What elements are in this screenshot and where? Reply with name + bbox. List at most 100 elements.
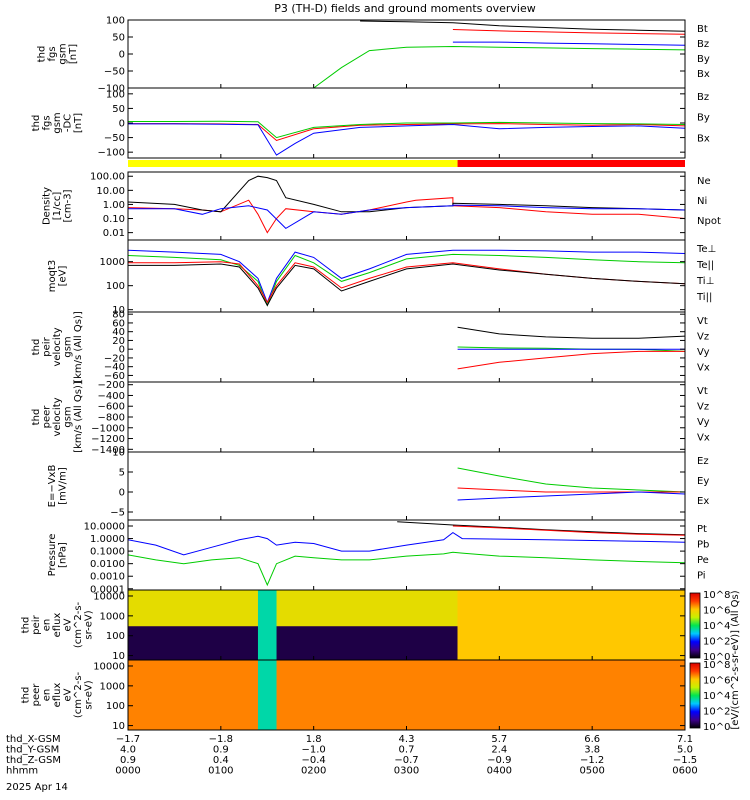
peir_velocity-frame <box>127 311 686 383</box>
fgs-legend-0: Bt <box>697 24 708 35</box>
peer_spec-ylabel-1: peer <box>31 683 42 707</box>
peir_spec-ylabel-5: (cm^2-s- <box>73 601 84 648</box>
density-series-1 <box>128 175 685 213</box>
pressure-ylabel-0: Pressure <box>47 534 58 577</box>
efield-ytick-label-2: 0 <box>119 488 125 499</box>
pressure-ytick-label-4: 0.0010 <box>90 572 125 583</box>
efield-ylabel-1: [mV/m] <box>57 467 68 505</box>
time-row-1-value-5: 3.8 <box>584 745 600 756</box>
pressure-legend-0: Pt <box>697 524 707 535</box>
density-ylabel-2: [cm-3] <box>63 189 74 222</box>
time-row-1-value-3: 0.7 <box>399 745 415 756</box>
peir_spec-ytick-label-1: 1000 <box>100 611 125 622</box>
peir_velocity-ytick-label-7: −60 <box>104 371 125 382</box>
peir_velocity-ytick-label-5: −20 <box>104 353 125 364</box>
peer_velocity-ytick-label-2: −600 <box>98 402 125 413</box>
peir_velocity-ylabel-4: [km/s (All Qs)] <box>73 311 84 383</box>
peer_spec-ytick-label-1: 1000 <box>100 681 125 692</box>
fgs-ytick-label-4: −100 <box>98 84 125 95</box>
time-row-2-value-1: 0.4 <box>213 755 229 766</box>
peer_spec-ytick-label-0: 10000 <box>93 661 125 672</box>
time-row-1-value-0: 4.0 <box>120 745 136 756</box>
peer_velocity-legend-3: Vx <box>697 433 710 444</box>
time-row-2-value-3: −0.7 <box>394 755 418 766</box>
peir_spec-ylabel-0: thd <box>21 617 32 634</box>
temperature-series-2 <box>128 261 685 304</box>
peir_velocity-legend-2: Vy <box>697 347 710 358</box>
peir_spec-ylabel-4: eV <box>63 618 74 631</box>
colorbar-1-tick-0: 10^8 <box>703 660 730 671</box>
peir_velocity-ylabel-1: peir <box>42 336 53 356</box>
fgs_dc-ytick-label-0: 100 <box>106 89 125 100</box>
colorbar-0-tick-2: 10^4 <box>703 621 730 632</box>
fgs_dc-ytick-label-4: −100 <box>98 148 125 159</box>
mode-bar-segment-1 <box>457 160 685 167</box>
time-row-2-value-6: −1.5 <box>673 755 697 766</box>
colorbar-1-tick-3: 10^2 <box>703 707 730 718</box>
time-row-0-value-1: −1.8 <box>209 734 233 745</box>
density-ytick-label-2: 1.00 <box>103 200 125 211</box>
pressure-legend-3: Pi <box>697 571 706 582</box>
temperature-series-1 <box>128 253 685 307</box>
fgs_dc-ytick-label-3: −50 <box>104 133 125 144</box>
fgs-series-3 <box>452 41 685 46</box>
density-legend-2: Npot <box>697 216 721 227</box>
peir_velocity-series-0 <box>457 326 685 339</box>
time-row-3-value-0: 0000 <box>115 766 140 777</box>
colorbar-0-tick-0: 10^8 <box>703 590 730 601</box>
temperature-legend-2: Ti⊥ <box>696 276 714 287</box>
peir_spec-ytick-label-0: 10000 <box>93 591 125 602</box>
fgs-ylabel-0: thd <box>36 46 47 63</box>
peer_spec-ytick-label-2: 100 <box>106 701 125 712</box>
mode-bar-segment-0 <box>128 160 458 167</box>
fgs_dc-series-2 <box>128 123 685 156</box>
colorbar-1-tick-4: 10^0 <box>703 722 730 733</box>
peer_velocity-ylabel-3: gsm <box>63 406 74 427</box>
temperature-ylabel-1: [eV] <box>57 266 68 287</box>
peir_velocity-ytick-label-2: 40 <box>112 327 125 338</box>
panel-fgs_dc: 100 50 0 −50 −100 thd fgs gsm -DC [nT] Bz By Bx <box>31 87 710 159</box>
peer_velocity-ytick-label-6: −1400 <box>91 445 125 456</box>
time-row-3-value-1: 0100 <box>208 766 233 777</box>
pressure-legend-2: Pe <box>697 555 709 566</box>
peir_velocity-ylabel-0: thd <box>31 339 42 356</box>
peir_spec-ylabel-2: en <box>42 619 53 632</box>
peir_velocity-ytick-label-3: 20 <box>112 336 125 347</box>
peir_spec-ytick-label-3: 10 <box>112 651 125 662</box>
efield-ylabel-0: E=−VxB <box>47 465 58 508</box>
time-row-0-value-5: 6.6 <box>584 734 600 745</box>
peir_spec-region-2 <box>257 590 277 660</box>
time-row-3-value-6: 0600 <box>672 766 697 777</box>
time-row-0-value-4: 5.7 <box>491 734 507 745</box>
efield-series-0 <box>457 467 685 493</box>
pressure-ytick-label-1: 1.0000 <box>90 534 125 545</box>
peir_spec-region-0 <box>128 590 458 627</box>
efield-ytick-label-3: −5 <box>110 508 125 519</box>
pressure-legend-1: Pb <box>697 540 709 551</box>
pressure-series-2 <box>128 531 685 556</box>
figure-title: P3 (TH-D) fields and ground moments over… <box>274 2 536 15</box>
colorbar-1-tick-2: 10^4 <box>703 691 730 702</box>
peer_velocity-ylabel-2: velocity <box>52 397 63 436</box>
peir_spec-ylabel-3: eflux <box>52 613 63 638</box>
temperature-ytick-label-1: 100 <box>106 281 125 292</box>
fgs-legend-2: By <box>697 54 710 65</box>
fgs_dc-legend-1: By <box>697 113 710 124</box>
pressure-series-1 <box>452 525 685 536</box>
fgs-ylabel-3: [nT] <box>68 44 79 64</box>
peer_velocity-ylabel-4: [km/s (All Qs)] <box>73 381 84 453</box>
efield-legend-0: Ez <box>697 456 709 467</box>
time-row-label-0: thd_X-GSM <box>6 734 61 745</box>
fgs-ylabel-2: gsm <box>57 43 68 64</box>
peer_spec-ylabel-0: thd <box>21 687 32 704</box>
peir_spec-ylabel-6: sr-eV) <box>84 610 95 639</box>
time-row-label-2: thd_Z-GSM <box>6 755 61 766</box>
temperature-legend-1: Te|| <box>696 260 714 271</box>
temperature-series-0 <box>128 249 685 304</box>
peir_spec-region-3 <box>457 590 685 660</box>
panel-peir_spec: 10000 1000 100 10 thd peir en eflux eV (cm^2-s-sr… <box>21 589 686 662</box>
temperature-ylabel-0: moqt3 <box>47 260 58 293</box>
fgs_dc-ytick-label-2: 0 <box>119 119 125 130</box>
